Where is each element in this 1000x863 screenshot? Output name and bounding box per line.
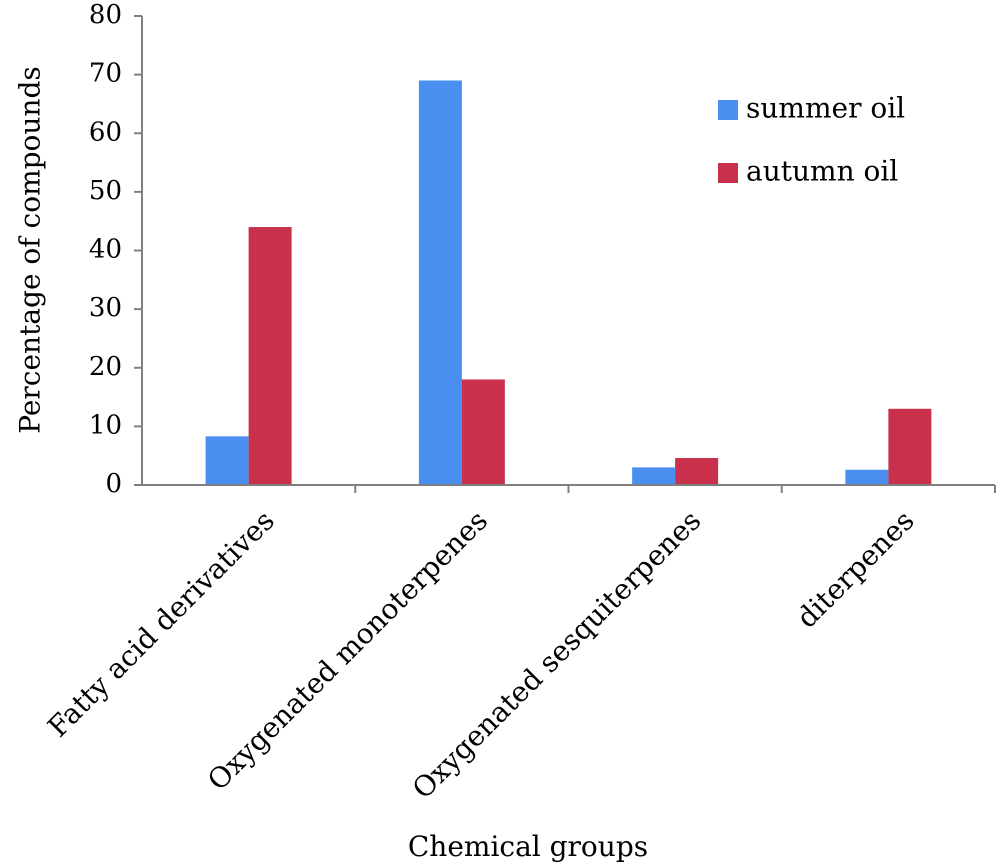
y-tick-label: 50 xyxy=(89,176,122,206)
bar-autumn-oil-2 xyxy=(675,458,719,485)
y-tick-label: 70 xyxy=(89,59,122,89)
y-tick-label: 20 xyxy=(89,352,122,382)
plot-area xyxy=(205,80,932,486)
y-tick-label: 80 xyxy=(89,0,122,30)
y-ticks: 0 10 20 30 40 50 60 70 80 xyxy=(89,0,996,499)
bar-autumn-oil-1 xyxy=(461,379,505,485)
y-tick-label: 10 xyxy=(89,410,122,440)
bar-summer-oil-1 xyxy=(418,80,462,486)
y-axis-title: Percentage of compounds xyxy=(14,66,47,434)
bar-summer-oil-3 xyxy=(845,469,889,485)
x-category-label: Fatty acid derivatives xyxy=(41,504,281,744)
legend-label: autumn oil xyxy=(746,155,898,188)
y-tick-label: 60 xyxy=(89,117,122,147)
x-category-label: diterpenes xyxy=(790,504,921,635)
bar-autumn-oil-3 xyxy=(888,408,932,485)
legend-label: summer oil xyxy=(746,92,905,125)
x-axis-title: Chemical groups xyxy=(408,830,648,863)
legend-swatch xyxy=(718,163,738,183)
bar-summer-oil-2 xyxy=(632,467,676,485)
y-tick-label: 30 xyxy=(89,293,122,323)
y-tick-label: 0 xyxy=(105,469,122,499)
bar-autumn-oil-0 xyxy=(248,227,292,486)
y-tick-label: 40 xyxy=(89,235,122,265)
legend: summer oil autumn oil xyxy=(718,92,905,188)
bar-summer-oil-0 xyxy=(205,436,249,485)
legend-swatch xyxy=(718,100,738,120)
